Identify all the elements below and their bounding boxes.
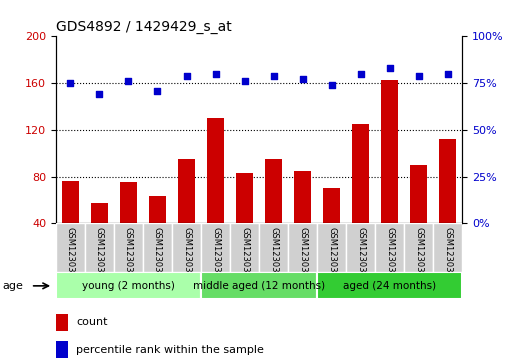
Bar bbox=[375, 223, 404, 272]
Point bbox=[211, 71, 219, 77]
Bar bbox=[294, 171, 311, 270]
Text: GSM1230353: GSM1230353 bbox=[124, 227, 133, 283]
Text: GSM1230357: GSM1230357 bbox=[240, 227, 249, 283]
Bar bbox=[265, 159, 282, 270]
Text: young (2 months): young (2 months) bbox=[82, 281, 175, 291]
Point bbox=[270, 73, 278, 78]
Bar bbox=[201, 223, 230, 272]
Bar bbox=[178, 159, 195, 270]
Point bbox=[386, 65, 394, 71]
Bar bbox=[91, 203, 108, 270]
Bar bbox=[61, 181, 79, 270]
Point bbox=[124, 78, 133, 84]
Text: GSM1230354: GSM1230354 bbox=[153, 227, 162, 283]
Bar bbox=[317, 223, 346, 272]
Point bbox=[67, 80, 75, 86]
Point bbox=[96, 91, 104, 97]
Bar bbox=[288, 223, 317, 272]
Bar bbox=[56, 314, 68, 331]
Bar bbox=[352, 124, 369, 270]
Point bbox=[240, 78, 248, 84]
Bar bbox=[259, 223, 288, 272]
Text: GDS4892 / 1429429_s_at: GDS4892 / 1429429_s_at bbox=[56, 20, 232, 34]
Point bbox=[182, 73, 190, 78]
Text: GSM1230359: GSM1230359 bbox=[298, 227, 307, 283]
Text: GSM1230351: GSM1230351 bbox=[66, 227, 75, 283]
Text: GSM1230358: GSM1230358 bbox=[269, 227, 278, 283]
Text: percentile rank within the sample: percentile rank within the sample bbox=[76, 344, 264, 355]
Bar bbox=[56, 223, 85, 272]
Bar bbox=[207, 118, 224, 270]
Text: GSM1230361: GSM1230361 bbox=[356, 227, 365, 283]
Bar bbox=[85, 223, 114, 272]
Bar bbox=[381, 79, 398, 270]
Bar bbox=[410, 165, 427, 270]
Text: age: age bbox=[3, 281, 24, 291]
Text: GSM1230352: GSM1230352 bbox=[95, 227, 104, 283]
Bar bbox=[346, 223, 375, 272]
Bar bbox=[172, 223, 201, 272]
Bar bbox=[236, 173, 253, 270]
Text: GSM1230362: GSM1230362 bbox=[385, 227, 394, 283]
Bar bbox=[143, 223, 172, 272]
Bar bbox=[230, 223, 259, 272]
Text: GSM1230360: GSM1230360 bbox=[327, 227, 336, 283]
Bar bbox=[404, 223, 433, 272]
Text: GSM1230363: GSM1230363 bbox=[414, 227, 423, 284]
Bar bbox=[439, 139, 457, 270]
Text: middle aged (12 months): middle aged (12 months) bbox=[193, 281, 325, 291]
Text: GSM1230356: GSM1230356 bbox=[211, 227, 220, 283]
Bar bbox=[323, 188, 340, 270]
Point bbox=[443, 71, 452, 77]
Bar bbox=[149, 196, 166, 270]
Point bbox=[328, 82, 336, 88]
Bar bbox=[56, 341, 68, 358]
Point bbox=[415, 73, 423, 78]
Text: GSM1230355: GSM1230355 bbox=[182, 227, 191, 283]
Point bbox=[357, 71, 365, 77]
Text: aged (24 months): aged (24 months) bbox=[343, 281, 436, 291]
Bar bbox=[114, 223, 143, 272]
Bar bbox=[201, 272, 317, 299]
Bar bbox=[317, 272, 462, 299]
Bar bbox=[120, 182, 137, 270]
Bar bbox=[433, 223, 462, 272]
Point bbox=[299, 76, 307, 82]
Text: GSM1230364: GSM1230364 bbox=[443, 227, 452, 283]
Text: count: count bbox=[76, 317, 108, 327]
Bar bbox=[56, 272, 201, 299]
Point bbox=[153, 87, 162, 93]
